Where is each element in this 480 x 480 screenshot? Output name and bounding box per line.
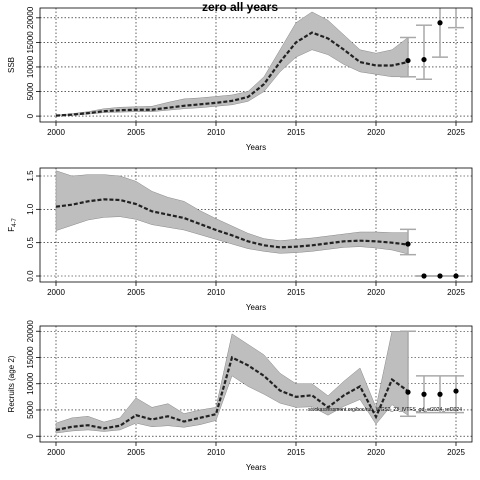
forecast-point	[437, 273, 443, 279]
panel: 2000 2005 2010 2015 2020 2025 0 5000 10000 15000 2…	[7, 320, 473, 472]
annotation: stockassessment.org/boc/run_WGS2_23_IVTF…	[308, 407, 462, 413]
x-tick-label: 2010	[207, 288, 225, 297]
y-tick-label: 0.5	[26, 237, 35, 249]
plot-frame	[39, 7, 473, 123]
y-tick-label: 0	[26, 433, 35, 438]
x-tick-label: 2005	[127, 448, 145, 457]
forecast-point	[437, 391, 443, 397]
x-tick-label: 2025	[447, 448, 465, 457]
y-tick-label: 1.0	[26, 203, 35, 215]
panel: 2000 2005 2010 2015 2020 2025 0.0 0.5 1.0 1.5 Year…	[7, 167, 473, 312]
chart-title: zero all years	[202, 0, 278, 14]
x-tick-label: 2005	[127, 288, 145, 297]
forecast-point	[437, 20, 443, 26]
x-tick-label: 2000	[47, 128, 65, 137]
y-axis-label: Recruits (age 2)	[7, 355, 16, 412]
y-axis-label-main: F	[7, 227, 16, 232]
y-tick-label: 15000	[26, 31, 35, 54]
forecast-point	[421, 273, 427, 279]
y-tick-label: 5000	[26, 401, 35, 419]
plot-area	[40, 8, 472, 122]
forecast-point	[453, 273, 459, 279]
confidence-band	[55, 330, 409, 434]
forecast-point	[405, 389, 411, 395]
y-tick-label: 0.0	[26, 270, 35, 282]
x-tick-label: 2000	[47, 288, 65, 297]
x-tick-label: 2005	[127, 128, 145, 137]
x-tick-label: 2010	[207, 128, 225, 137]
x-tick-label: 2015	[287, 448, 305, 457]
y-tick-label: 15000	[26, 346, 35, 369]
x-tick-label: 2010	[207, 448, 225, 457]
x-axis-label: Years	[246, 303, 266, 312]
forecast-point	[421, 56, 427, 63]
estimate-line	[55, 31, 409, 117]
y-tick-label: 0	[26, 113, 35, 118]
estimate-line	[55, 355, 409, 432]
x-tick-label: 2015	[287, 128, 305, 137]
y-tick-label: 1.5	[26, 170, 35, 182]
x-tick-label: 2025	[447, 128, 465, 137]
x-tick-label: 2020	[367, 128, 385, 137]
x-tick-label: 2020	[367, 448, 385, 457]
plot-area	[40, 168, 472, 282]
plot-area	[40, 326, 472, 442]
x-tick-label: 2000	[47, 448, 65, 457]
plot-frame	[39, 167, 473, 283]
y-axis-label: SSB	[7, 57, 16, 73]
x-axis-label: Years	[246, 143, 266, 152]
y-tick-label: 5000	[26, 82, 35, 100]
y-axis-label: F4-7	[7, 218, 18, 232]
y-tick-label: 10000	[26, 55, 35, 78]
forecast-point	[453, 388, 459, 394]
x-tick-label: 2020	[367, 288, 385, 297]
estimate-line	[55, 198, 409, 249]
y-tick-label: 20000	[26, 320, 35, 343]
forecast-point	[421, 391, 427, 397]
forecast-point	[405, 241, 411, 247]
y-tick-label: 10000	[26, 372, 35, 395]
y-tick-label: 20000	[26, 6, 35, 29]
x-tick-label: 2025	[447, 288, 465, 297]
forecast-point	[405, 57, 411, 64]
x-axis-label: Years	[246, 463, 266, 472]
x-tick-label: 2015	[287, 288, 305, 297]
y-axis-label-sub: 4-7	[12, 218, 18, 227]
